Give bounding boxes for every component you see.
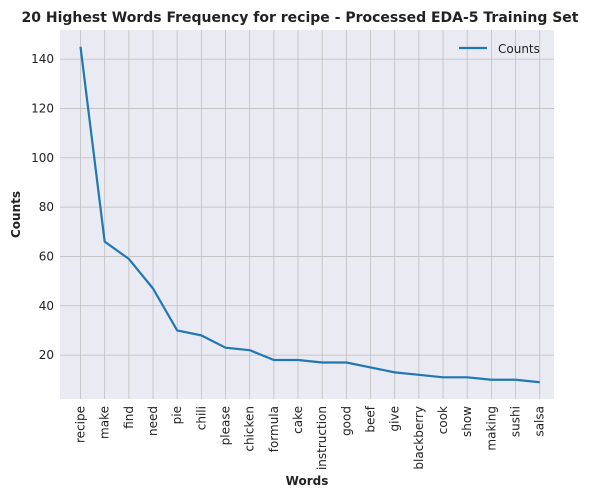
x-tick-label: beef (364, 405, 378, 432)
y-tick-labels: 20 40 60 80 100 120 140 (31, 52, 54, 362)
x-tick-label: cake (291, 406, 305, 434)
x-tick-label: blackberry (412, 406, 426, 470)
plot-area (60, 30, 554, 399)
x-tick-label: instruction (315, 406, 329, 470)
series-line-counts (79, 46, 540, 384)
chart-title: 20 Highest Words Frequency for recipe - … (22, 10, 579, 26)
x-tick-label: give (388, 406, 402, 431)
x-axis-title: Words (286, 474, 329, 488)
legend: Counts (459, 42, 540, 56)
legend-label: Counts (498, 42, 540, 56)
x-tick-label: chili (194, 406, 208, 430)
x-tick-label: formula (267, 406, 281, 452)
x-tick-label: need (146, 406, 160, 436)
y-tick-label: 140 (31, 52, 54, 66)
y-tick-label: 60 (39, 249, 54, 263)
grid-lines (60, 30, 554, 399)
x-tick-labels: recipe make find need pie chili please chicken f… (74, 405, 547, 470)
x-tick-label: cook (436, 406, 450, 434)
y-tick-label: 100 (31, 151, 54, 165)
y-tick-label: 40 (39, 299, 54, 313)
series-layer (79, 46, 540, 384)
y-tick-label: 20 (39, 348, 54, 362)
x-tick-label: good (339, 406, 353, 436)
x-tick-label: please (219, 406, 233, 445)
x-tick-label: show (460, 406, 474, 437)
y-axis-title: Counts (9, 191, 23, 238)
x-tick-label: pie (170, 406, 184, 424)
x-tick-label: find (122, 406, 136, 429)
x-tick-label: make (98, 406, 112, 439)
x-tick-label: chicken (243, 406, 257, 452)
x-tick-label: salsa (533, 406, 547, 437)
y-tick-label: 120 (31, 101, 54, 115)
x-tick-label: making (484, 406, 498, 451)
x-tick-label: recipe (74, 406, 88, 443)
y-tick-label: 80 (39, 200, 54, 214)
x-tick-label: sushi (509, 406, 523, 437)
